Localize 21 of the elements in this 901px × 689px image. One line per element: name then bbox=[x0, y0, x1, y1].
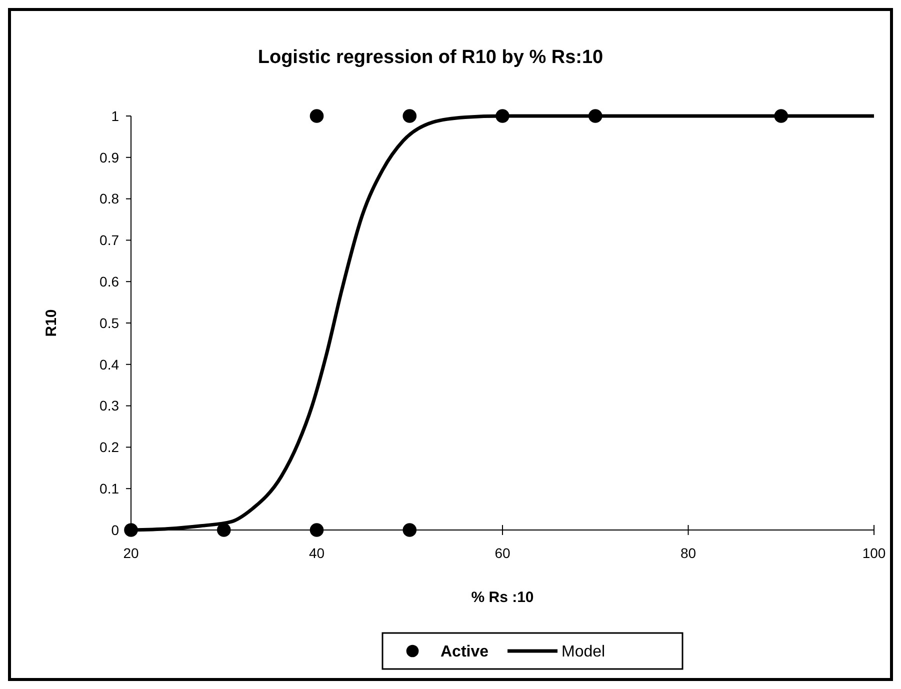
y-axis-title: R10 bbox=[43, 309, 60, 337]
y-tick-label: 0.8 bbox=[100, 190, 120, 207]
y-tick-label: 0.1 bbox=[100, 480, 120, 496]
x-tick-label: 80 bbox=[680, 545, 696, 561]
x-axis-title: % Rs :10 bbox=[471, 589, 534, 606]
y-tick-label: 1 bbox=[111, 108, 120, 124]
y-tick-label: 0.5 bbox=[100, 314, 120, 331]
y-tick-label: 0.9 bbox=[100, 149, 120, 166]
y-tick-label: 0.3 bbox=[100, 398, 120, 414]
legend-label: Model bbox=[562, 644, 606, 661]
x-tick-label: 60 bbox=[494, 545, 510, 561]
y-tick-label: 0.4 bbox=[100, 356, 120, 372]
x-tick-label: 20 bbox=[123, 545, 139, 561]
y-tick-label: 0.6 bbox=[100, 274, 120, 290]
legend-label: Active bbox=[440, 644, 489, 661]
y-tick-label: 0.7 bbox=[100, 232, 120, 248]
y-tick-label: 0 bbox=[111, 522, 120, 538]
y-tick-label: 0.2 bbox=[100, 439, 120, 456]
chart-title: Logistic regression of R10 by % Rs:10 bbox=[258, 47, 604, 68]
x-tick-label: 40 bbox=[308, 545, 325, 561]
x-tick-label: 100 bbox=[862, 545, 886, 561]
